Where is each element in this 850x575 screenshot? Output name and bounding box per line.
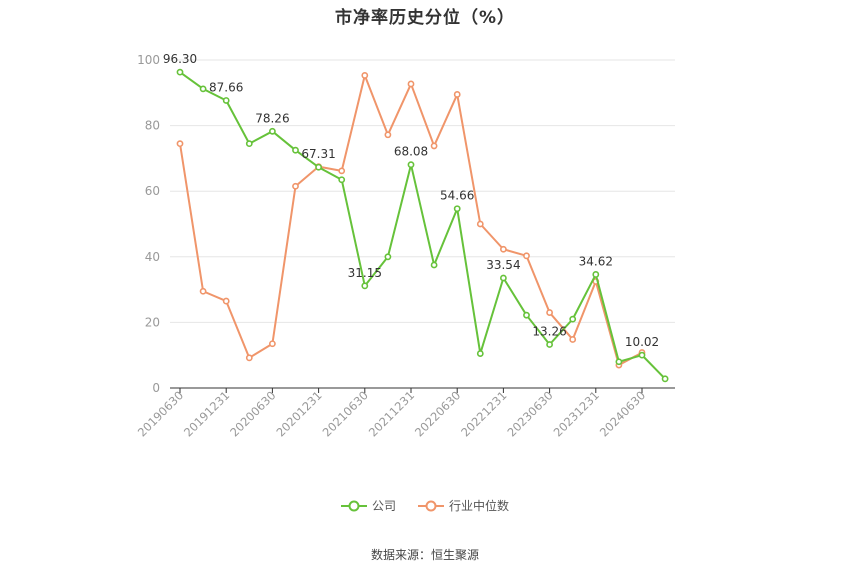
chart-title: 市净率历史分位（%） — [334, 8, 516, 28]
company-point — [499, 274, 507, 282]
x-tick-label: 20220630 — [412, 388, 463, 439]
data-label: 10.02 — [625, 335, 659, 349]
industry-median-point — [222, 297, 230, 305]
company-point — [407, 161, 415, 169]
y-tick-label: 60 — [145, 184, 160, 198]
industry-median-point — [292, 182, 299, 190]
industry-median-point — [268, 340, 276, 348]
industry-median-point — [523, 252, 530, 260]
industry-median-point — [569, 336, 577, 343]
company-point — [546, 341, 553, 348]
x-tick-label: 20211231 — [366, 388, 417, 439]
company-point — [523, 311, 530, 319]
y-axis-ticks: 0 20 40 60 80 100 — [137, 53, 160, 395]
legend-company-label: 公司 — [371, 499, 396, 513]
data-label: 13.26 — [532, 325, 566, 339]
company-point — [569, 315, 577, 323]
industry-median-point — [384, 131, 392, 139]
legend-item-industry-median[interactable]: 行业中位数 — [418, 497, 509, 514]
data-label: 68.08 — [394, 145, 428, 159]
company-point — [292, 146, 299, 154]
x-tick-label: 20200630 — [227, 388, 278, 439]
x-tick-label: 20191231 — [181, 388, 232, 439]
company-point — [661, 375, 669, 383]
legend-industry-marker-icon — [418, 500, 444, 511]
industry-median-point — [361, 72, 369, 79]
company-point — [476, 350, 484, 357]
company-series-line — [179, 71, 666, 380]
x-axis: 2019063020191231202006302020123120210630… — [135, 387, 675, 440]
data-label: 96.30 — [163, 52, 197, 66]
x-tick-label: 20240630 — [597, 388, 648, 439]
industry-median-point — [453, 91, 461, 98]
company-point — [245, 140, 253, 148]
x-tick-label: 20201231 — [273, 388, 324, 439]
company-point — [384, 253, 392, 261]
x-tick-label: 20221231 — [458, 388, 509, 439]
company-point — [592, 271, 600, 278]
data-label: 33.54 — [486, 258, 520, 272]
grid-lines — [170, 59, 675, 323]
data-label: 67.31 — [301, 147, 335, 161]
y-tick-label: 0 — [152, 381, 160, 395]
industry-median-point — [245, 354, 253, 362]
industry-median-point — [199, 287, 207, 295]
data-label: 87.66 — [209, 80, 243, 94]
industry-median-point — [476, 220, 484, 228]
y-tick-label: 20 — [145, 315, 160, 329]
y-tick-label: 80 — [145, 119, 160, 133]
industry-median-point — [176, 140, 184, 148]
industry-median-point — [546, 309, 553, 316]
company-point — [199, 85, 207, 93]
industry-median-point — [407, 80, 415, 88]
x-tick-label: 20231231 — [551, 388, 602, 439]
company-point — [453, 205, 461, 213]
x-tick-label: 20190630 — [135, 388, 186, 439]
company-point — [176, 68, 184, 76]
legend-item-company[interactable]: 公司 — [340, 497, 396, 514]
company-point — [638, 351, 646, 359]
company-point — [222, 97, 230, 104]
industry-median-point — [499, 245, 507, 253]
y-tick-label: 100 — [137, 53, 160, 67]
legend: 公司 行业中位数 — [0, 497, 850, 514]
y-tick-label: 40 — [145, 250, 160, 264]
company-point — [268, 127, 276, 135]
series-lines — [176, 68, 669, 383]
data-label: 78.26 — [255, 111, 289, 125]
company-point — [315, 163, 322, 171]
x-tick-label: 20230630 — [504, 388, 555, 439]
data-label: 34.62 — [579, 254, 613, 268]
x-tick-label: 20210630 — [320, 388, 371, 439]
legend-company-marker-icon — [340, 500, 367, 511]
company-point — [615, 358, 623, 366]
company-point — [338, 176, 346, 184]
data-labels: 96.30 87.66 78.26 67.31 31.15 68.08 54.66 33.54… — [163, 52, 659, 349]
data-label: 31.15 — [348, 266, 382, 280]
industry-median-point — [338, 167, 346, 175]
data-label: 54.66 — [440, 189, 474, 203]
company-point — [361, 282, 369, 290]
industry-median-point — [430, 142, 438, 150]
data-source-note: 数据来源：恒生聚源 — [370, 548, 479, 562]
legend-industry-label: 行业中位数 — [449, 499, 510, 513]
company-point — [430, 261, 438, 269]
